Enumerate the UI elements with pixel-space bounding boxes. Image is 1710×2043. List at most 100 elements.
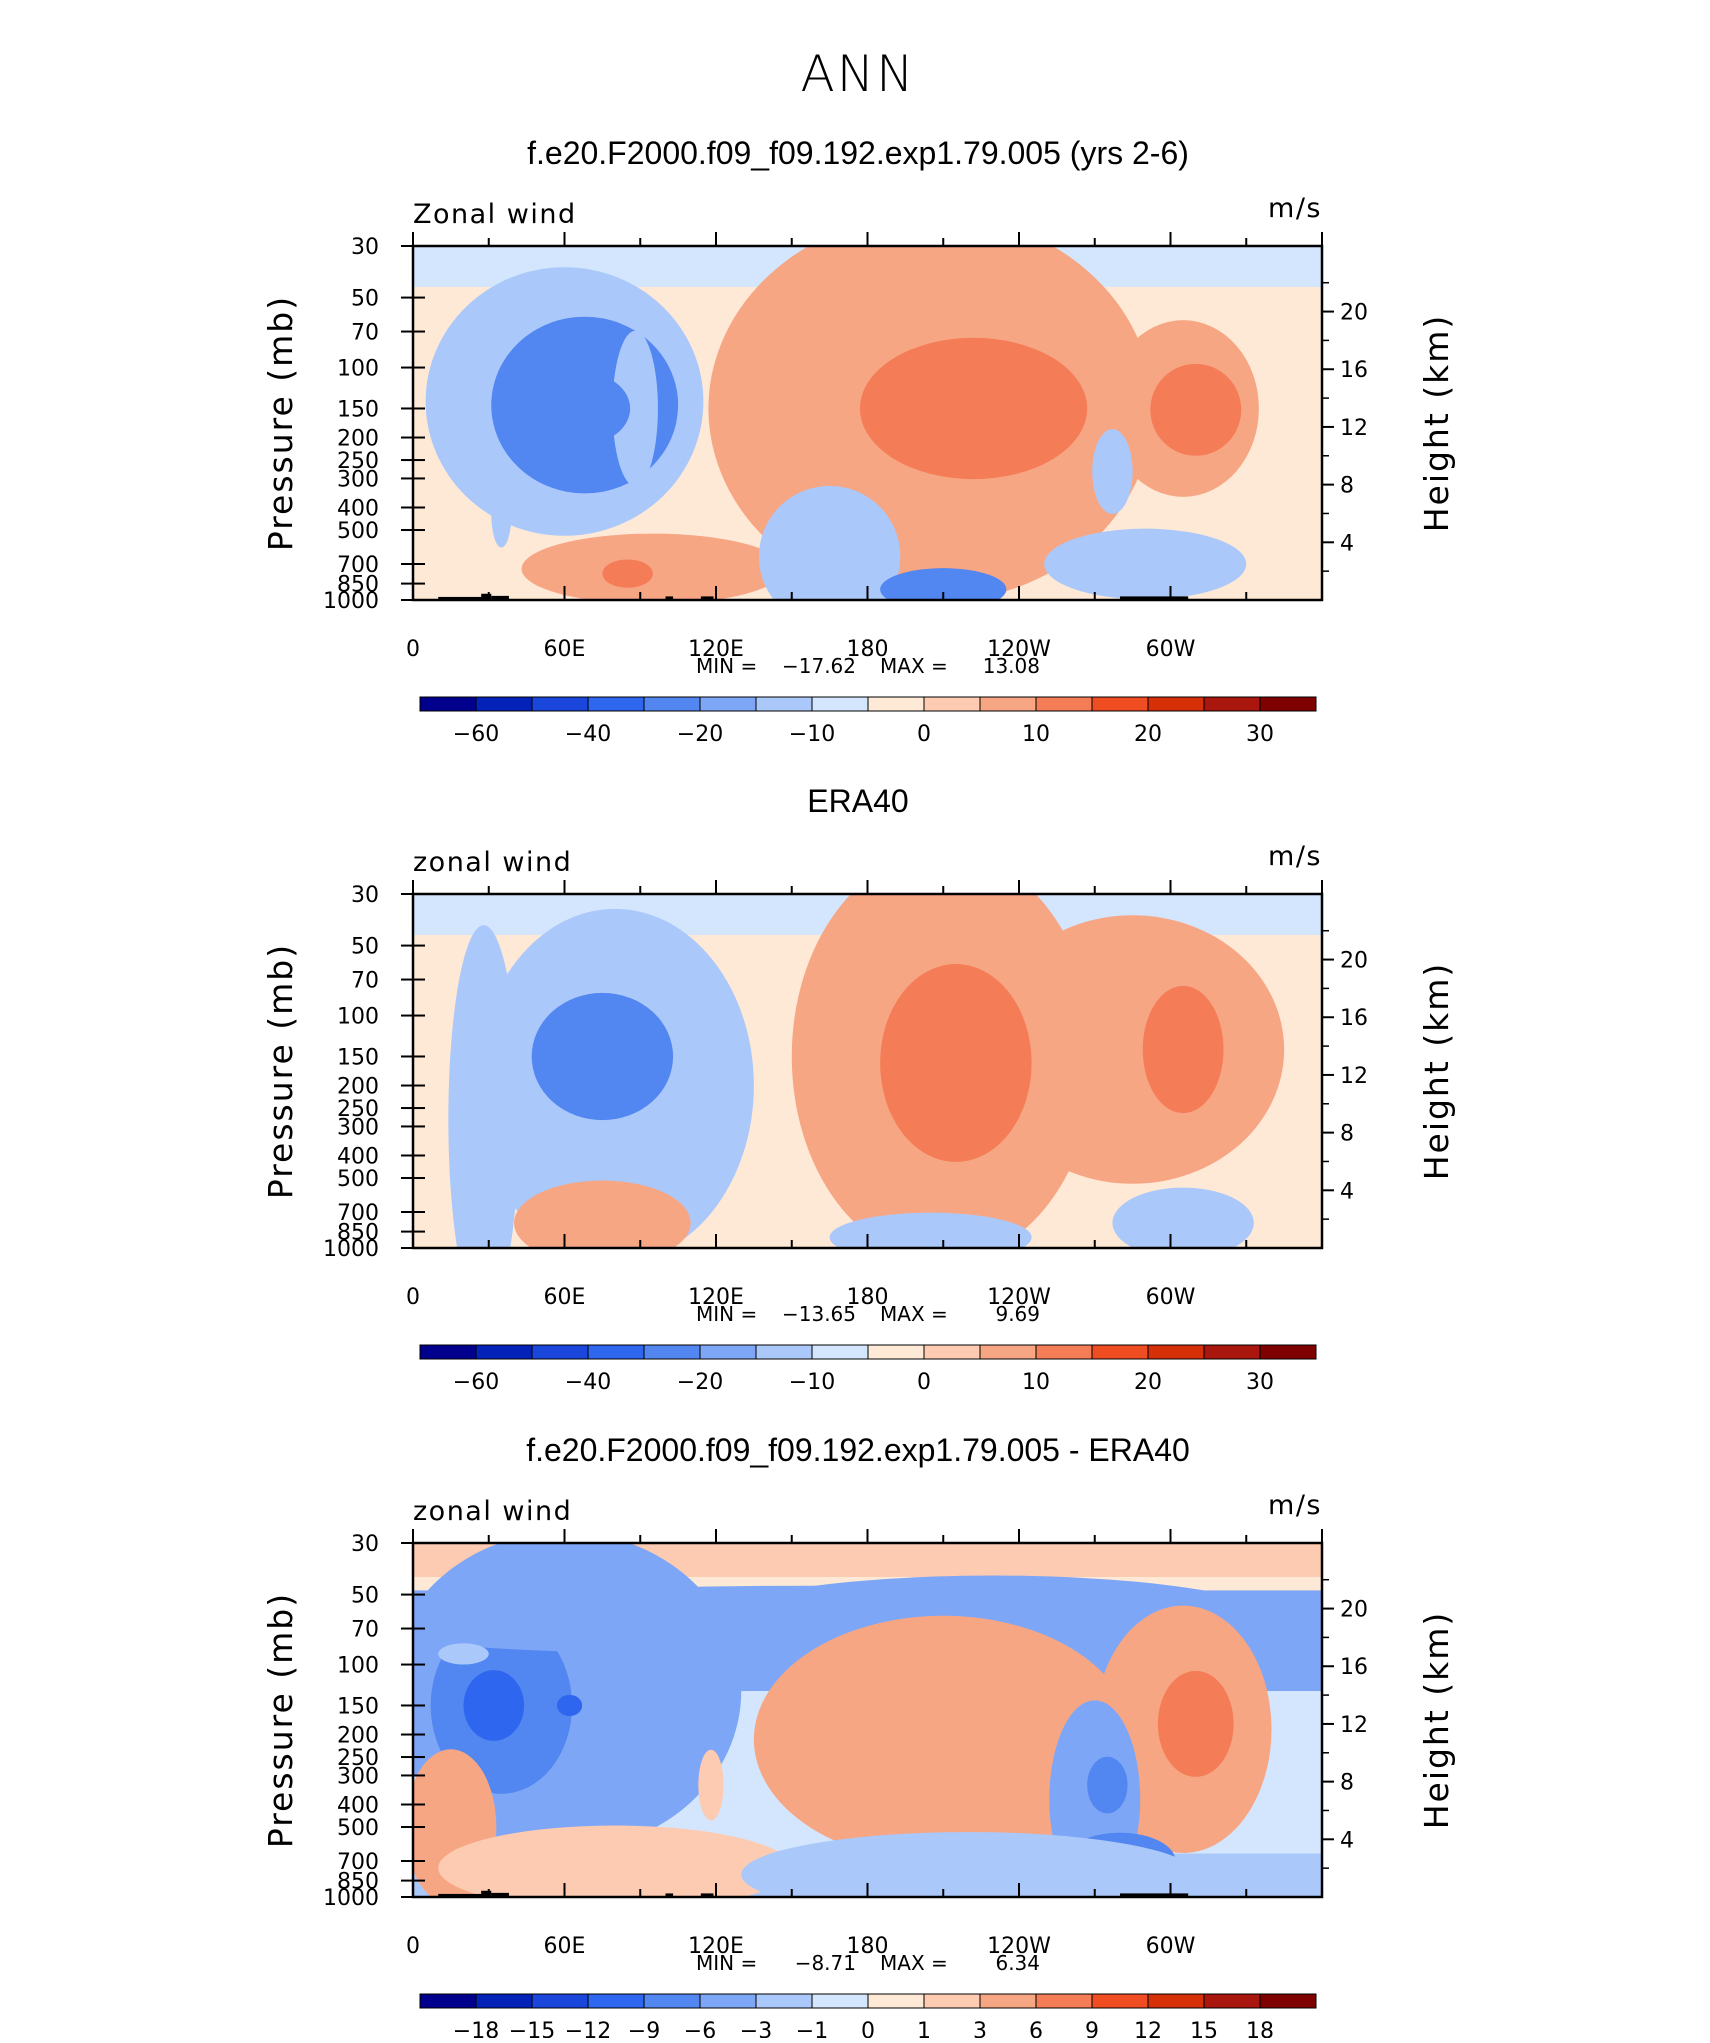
- x-tick-label: 0: [406, 1285, 420, 1310]
- panel-1: f.e20.F2000.f09_f09.192.exp1.79.005 (yrs…: [261, 135, 1456, 747]
- units-label: m/s: [1268, 1490, 1322, 1521]
- colorbar-label: −3: [740, 2019, 772, 2038]
- colorbar-label: −40: [565, 1370, 611, 1395]
- panel-2: ERA40 zonal wind m/s 0 60E 120E 180 120W 60W 30 50…: [261, 783, 1456, 1395]
- contour-region: [1142, 985, 1224, 1114]
- colorbar-box: [475, 1344, 533, 1360]
- topography: [1120, 1893, 1189, 1897]
- y-tick-label: 400: [337, 1793, 379, 1818]
- x-tick-label: 120E: [688, 1285, 744, 1310]
- x-tick-label: 0: [406, 1934, 420, 1959]
- colorbar-box: [867, 696, 925, 712]
- colorbar-box: [811, 696, 869, 712]
- colorbar: −60 −40 −20 −10 0 10 20 30: [419, 696, 1317, 747]
- height-tick-label: 8: [1340, 1771, 1354, 1796]
- colorbar-label: 9: [1085, 2019, 1099, 2038]
- contour-region: [1150, 363, 1242, 456]
- colorbar-box: [587, 1993, 645, 2009]
- colorbar-box: [531, 696, 589, 712]
- y-tick-label: 1000: [323, 589, 379, 614]
- contour-region: [758, 485, 901, 600]
- contour-region: [981, 915, 1285, 1184]
- y-tick-label: 30: [351, 1532, 379, 1557]
- colorbar-box: [1203, 1344, 1261, 1360]
- contour-region: [556, 1694, 583, 1717]
- contour-region: [514, 1180, 691, 1248]
- y-tick-label: 200: [337, 1075, 379, 1100]
- y-tick-label: 150: [337, 1694, 379, 1719]
- x-tick-label: 0: [406, 637, 420, 662]
- y-tick-label: 30: [351, 235, 379, 260]
- topography: [665, 1893, 674, 1897]
- colorbar-box: [531, 1993, 589, 2009]
- contour-region: [829, 1212, 1032, 1248]
- y-tick-label: 850: [337, 1221, 379, 1246]
- figure-title: ANN: [800, 45, 915, 103]
- colorbar-box: [1147, 1993, 1205, 2009]
- panel-title: ERA40: [807, 783, 908, 819]
- y-tick-label: 400: [337, 496, 379, 521]
- height-tick-label: 4: [1340, 1179, 1354, 1204]
- y-tick-label: 850: [337, 573, 379, 598]
- height-tick-label: 16: [1340, 1006, 1368, 1031]
- topography: [700, 1893, 714, 1897]
- y-tick-label: 500: [337, 519, 379, 544]
- y-tick-label: 70: [351, 1618, 379, 1643]
- y-tick-label: 400: [337, 1144, 379, 1169]
- y-tick-label: 50: [351, 287, 379, 312]
- max-label: MAX =: [880, 1302, 948, 1326]
- panel-title: f.e20.F2000.f09_f09.192.exp1.79.005 - ER…: [526, 1432, 1190, 1468]
- contour-region: [1112, 1187, 1254, 1248]
- contour-field: [413, 246, 1322, 600]
- y-tick-label: 250: [337, 1746, 379, 1771]
- height-tick-label: 12: [1340, 1064, 1368, 1089]
- colorbar-box: [475, 696, 533, 712]
- y-tick-label: 250: [337, 1097, 379, 1122]
- colorbar-box: [1259, 1344, 1317, 1360]
- x-tick-label: 180: [847, 1934, 889, 1959]
- colorbar-box: [419, 696, 477, 712]
- y-tick-label: 250: [337, 449, 379, 474]
- y-axis-label: Pressure (mb): [261, 943, 300, 1199]
- contour-region: [521, 533, 785, 600]
- colorbar-box: [979, 1344, 1037, 1360]
- x-tick-label: 60W: [1146, 1285, 1196, 1310]
- y-tick-label: 700: [337, 553, 379, 578]
- colorbar-box: [643, 696, 701, 712]
- contour-region: [602, 559, 653, 588]
- contour-region: [1157, 1670, 1234, 1777]
- colorbar-box: [643, 1344, 701, 1360]
- colorbar-box: [1091, 1993, 1149, 2009]
- colorbar-label: −60: [453, 1370, 499, 1395]
- y-tick-label: 1000: [323, 1237, 379, 1262]
- y-tick-label: 100: [337, 357, 379, 382]
- min-value: −8.71: [795, 1951, 856, 1975]
- colorbar-box: [867, 1993, 925, 2009]
- colorbar-box: [1203, 696, 1261, 712]
- x-tick-label: 60E: [544, 637, 586, 662]
- colorbar-box: [1035, 1344, 1093, 1360]
- colorbar-label: 20: [1134, 1370, 1162, 1395]
- contour-region: [741, 1832, 1196, 1897]
- topography: [665, 596, 674, 600]
- colorbar-box: [587, 1344, 645, 1360]
- colorbar-label: 0: [917, 722, 931, 747]
- colorbar-label: −20: [677, 1370, 723, 1395]
- x-tick-label: 60W: [1146, 1934, 1196, 1959]
- colorbar-box: [1035, 1993, 1093, 2009]
- contour-region: [880, 568, 1007, 600]
- variable-label: Zonal wind: [413, 199, 577, 230]
- topography: [700, 596, 714, 600]
- colorbar-label: 3: [973, 2019, 987, 2038]
- contour-region: [859, 337, 1088, 480]
- y-axis-right-label: Height (km): [1417, 1611, 1456, 1830]
- units-label: m/s: [1268, 193, 1322, 224]
- x-tick-label: 60E: [544, 1285, 586, 1310]
- colorbar-box: [531, 1344, 589, 1360]
- topography: [481, 593, 492, 600]
- colorbar-label: 30: [1246, 722, 1274, 747]
- contour-region: [880, 964, 1032, 1162]
- y-tick-label: 150: [337, 397, 379, 422]
- colorbar-box: [755, 696, 813, 712]
- colorbar-box: [587, 696, 645, 712]
